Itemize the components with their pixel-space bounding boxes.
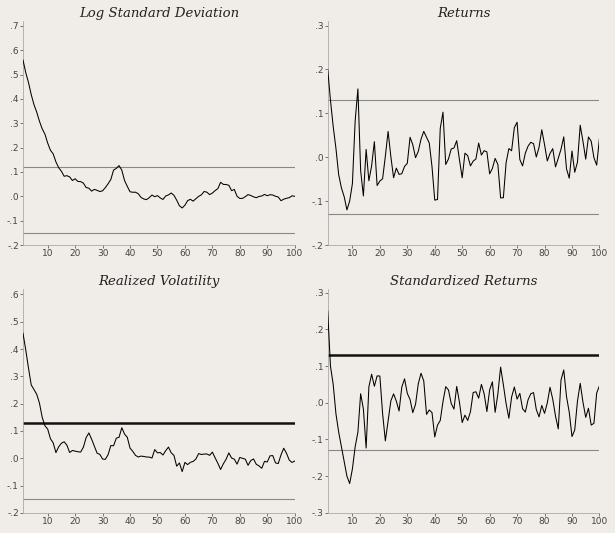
Title: Returns: Returns (437, 7, 490, 20)
Title: Standardized Returns: Standardized Returns (390, 275, 538, 288)
Title: Realized Volatility: Realized Volatility (98, 275, 220, 288)
Title: Log Standard Deviation: Log Standard Deviation (79, 7, 239, 20)
